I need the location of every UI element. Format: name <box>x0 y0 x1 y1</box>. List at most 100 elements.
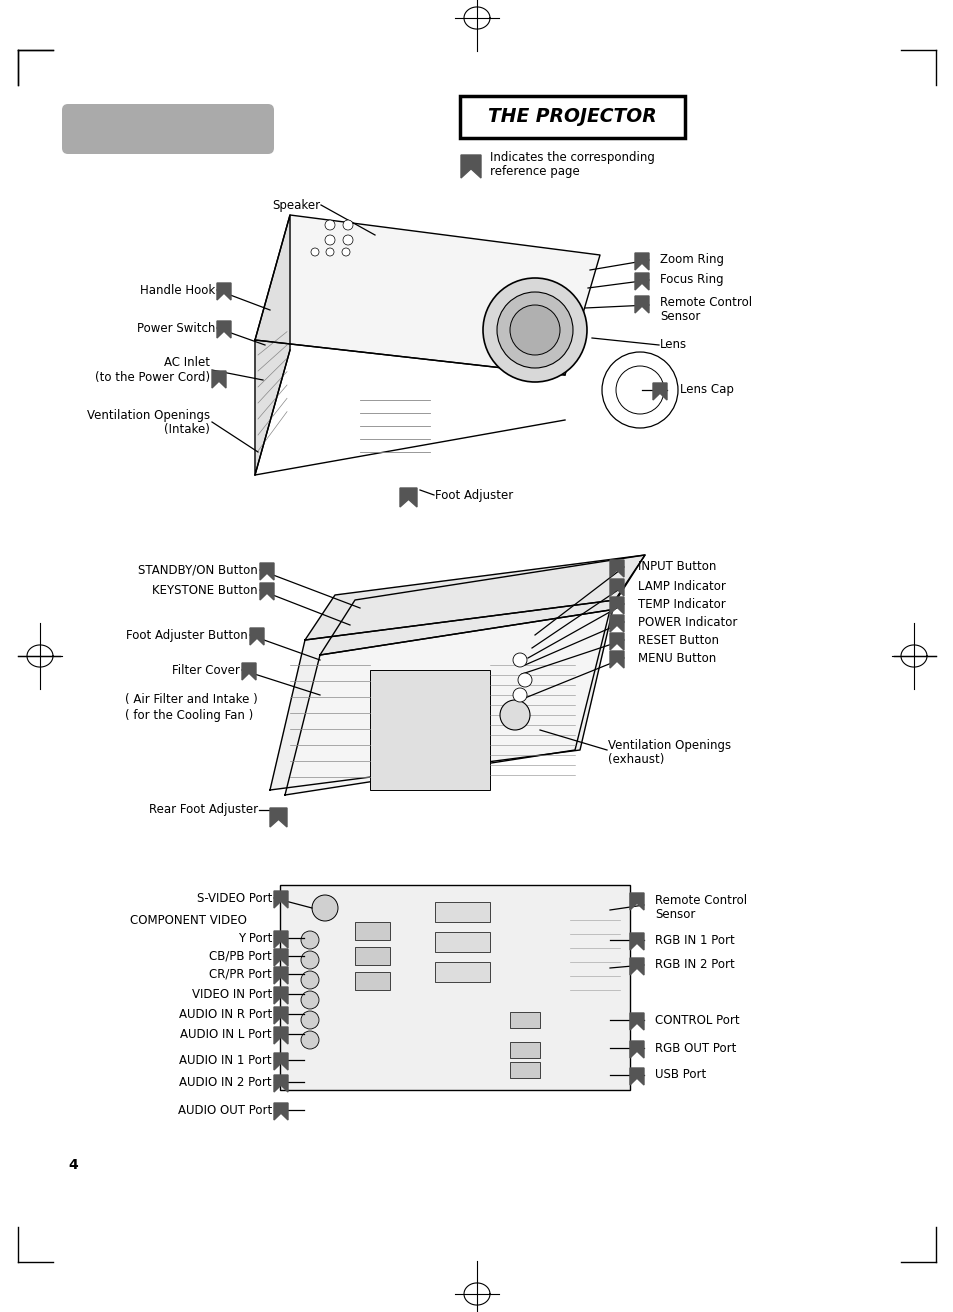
Polygon shape <box>254 215 290 475</box>
Polygon shape <box>652 383 666 400</box>
Text: RGB OUT Port: RGB OUT Port <box>655 1042 736 1055</box>
Circle shape <box>326 248 334 256</box>
Text: Rear Foot Adjuster: Rear Foot Adjuster <box>149 803 257 816</box>
Polygon shape <box>635 273 648 290</box>
Bar <box>510 1042 539 1057</box>
Circle shape <box>301 991 318 1009</box>
Bar <box>459 96 684 138</box>
Polygon shape <box>216 321 231 338</box>
Polygon shape <box>609 560 623 577</box>
Text: CR/PR Port: CR/PR Port <box>209 967 272 980</box>
Polygon shape <box>305 555 644 640</box>
Text: LAMP Indicator: LAMP Indicator <box>638 580 725 593</box>
Text: Indicates the corresponding: Indicates the corresponding <box>490 151 654 164</box>
Bar <box>510 1012 539 1029</box>
Polygon shape <box>629 1068 643 1085</box>
FancyBboxPatch shape <box>62 104 274 154</box>
Text: ( Air Filter and Intake ): ( Air Filter and Intake ) <box>125 694 257 706</box>
Text: CONTROL Port: CONTROL Port <box>655 1013 739 1026</box>
Text: Remote Control: Remote Control <box>659 297 751 310</box>
Text: AUDIO IN 2 Port: AUDIO IN 2 Port <box>179 1076 272 1089</box>
Text: AUDIO OUT Port: AUDIO OUT Port <box>177 1103 272 1117</box>
Text: TEMP Indicator: TEMP Indicator <box>638 597 725 610</box>
Text: S-VIDEO Port: S-VIDEO Port <box>196 891 272 904</box>
Circle shape <box>482 278 586 382</box>
Circle shape <box>499 701 530 729</box>
Polygon shape <box>629 1013 643 1030</box>
Circle shape <box>343 235 353 245</box>
Text: Foot Adjuster Button: Foot Adjuster Button <box>126 628 248 642</box>
Polygon shape <box>319 555 644 655</box>
Text: STANDBY/ON Button: STANDBY/ON Button <box>138 563 257 576</box>
Bar <box>510 1061 539 1078</box>
Circle shape <box>325 220 335 230</box>
Bar <box>435 962 490 981</box>
Text: (Intake): (Intake) <box>164 422 210 436</box>
Polygon shape <box>254 215 599 375</box>
Bar <box>435 932 490 953</box>
Text: Lens: Lens <box>659 338 686 352</box>
Text: RESET Button: RESET Button <box>638 634 719 647</box>
Text: Foot Adjuster: Foot Adjuster <box>435 488 513 501</box>
Polygon shape <box>216 283 231 300</box>
Circle shape <box>301 951 318 970</box>
Polygon shape <box>629 893 643 911</box>
Circle shape <box>616 366 663 415</box>
Bar <box>355 947 390 966</box>
Text: Ventilation Openings: Ventilation Openings <box>607 739 730 752</box>
Polygon shape <box>274 1103 288 1120</box>
Circle shape <box>343 220 353 230</box>
Circle shape <box>601 352 678 428</box>
Text: Remote Control: Remote Control <box>655 893 746 907</box>
Polygon shape <box>609 615 623 632</box>
Polygon shape <box>274 949 288 966</box>
Polygon shape <box>274 967 288 984</box>
Text: INPUT Button: INPUT Button <box>638 560 716 573</box>
Polygon shape <box>609 632 623 649</box>
Polygon shape <box>274 891 288 908</box>
Text: (to the Power Cord): (to the Power Cord) <box>94 370 210 383</box>
Circle shape <box>301 1012 318 1029</box>
Text: Y Port: Y Port <box>237 932 272 945</box>
Text: CB/PB Port: CB/PB Port <box>209 950 272 963</box>
Polygon shape <box>274 1027 288 1044</box>
Circle shape <box>517 673 532 687</box>
Text: AUDIO IN R Port: AUDIO IN R Port <box>178 1008 272 1021</box>
Polygon shape <box>635 253 648 270</box>
Circle shape <box>312 895 337 921</box>
Text: ( for the Cooling Fan ): ( for the Cooling Fan ) <box>125 710 253 723</box>
Text: THE PROJECTOR: THE PROJECTOR <box>487 108 656 126</box>
Polygon shape <box>635 297 648 314</box>
Text: AUDIO IN 1 Port: AUDIO IN 1 Port <box>179 1054 272 1067</box>
Bar <box>355 972 390 991</box>
Text: Sensor: Sensor <box>659 311 700 324</box>
Text: RGB IN 1 Port: RGB IN 1 Port <box>655 934 734 946</box>
Polygon shape <box>460 155 480 178</box>
Polygon shape <box>609 651 623 668</box>
Text: KEYSTONE Button: KEYSTONE Button <box>152 584 257 597</box>
Text: USB Port: USB Port <box>655 1068 705 1081</box>
Circle shape <box>301 932 318 949</box>
Polygon shape <box>270 808 287 827</box>
Circle shape <box>301 1031 318 1050</box>
Text: VIDEO IN Port: VIDEO IN Port <box>192 988 272 1001</box>
Polygon shape <box>274 932 288 949</box>
Text: POWER Indicator: POWER Indicator <box>638 615 737 628</box>
Polygon shape <box>629 1040 643 1057</box>
Polygon shape <box>274 987 288 1004</box>
Circle shape <box>513 653 526 666</box>
Polygon shape <box>274 1008 288 1023</box>
Text: 4: 4 <box>68 1158 77 1172</box>
Text: Sensor: Sensor <box>655 908 695 921</box>
Bar <box>370 670 490 790</box>
Circle shape <box>497 293 573 367</box>
Polygon shape <box>609 579 623 596</box>
Polygon shape <box>250 628 264 646</box>
Text: Speaker: Speaker <box>272 198 319 211</box>
Polygon shape <box>270 600 615 790</box>
Text: Filter Cover: Filter Cover <box>172 664 240 677</box>
Text: COMPONENT VIDEO: COMPONENT VIDEO <box>130 913 247 926</box>
Polygon shape <box>399 488 416 506</box>
Polygon shape <box>260 563 274 580</box>
Circle shape <box>510 304 559 356</box>
